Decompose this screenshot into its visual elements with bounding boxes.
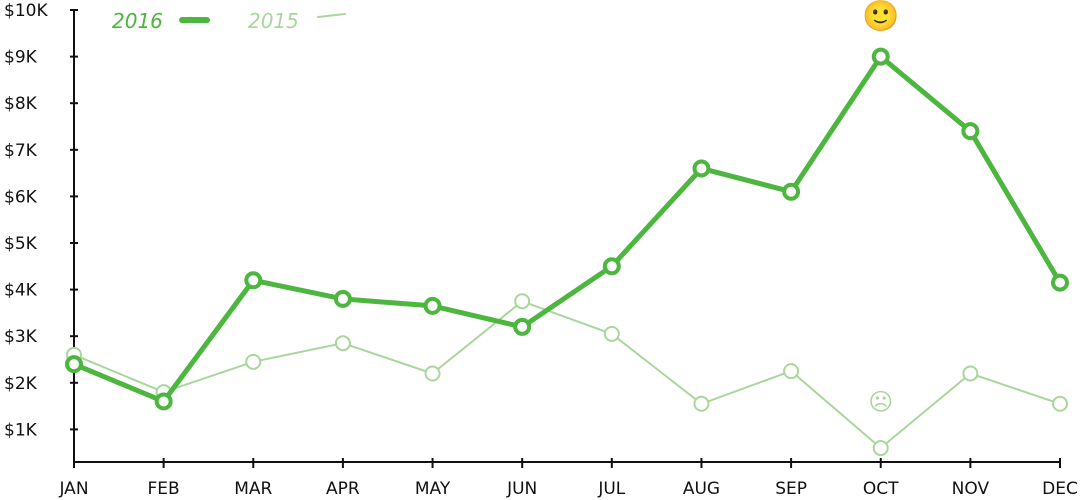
x-tick-label: NOV [952,479,990,499]
y-tick-label: $5K [4,234,38,254]
y-tick-label: $10K [4,1,48,21]
data-point-2015 [334,335,351,352]
data-point-2016 [423,296,442,315]
y-tick-label: $2K [4,374,38,394]
x-tick-label: DEC [1042,479,1078,499]
x-tick-label: FEB [148,479,180,499]
annotations: 🙂☹ [862,0,899,416]
series-2015 [66,293,1068,457]
legend-label-2015: 2015 [248,9,299,33]
y-tick-label: $8K [4,94,38,114]
data-point-2016 [961,122,980,141]
data-point-2015 [1052,395,1068,412]
data-point-2016 [692,159,711,178]
y-tick-label: $1K [4,420,38,440]
x-tick-label: AUG [683,479,720,499]
data-point-2015 [514,293,531,310]
series-layer [65,47,1069,457]
data-point-2016 [513,317,532,336]
data-point-2015 [962,365,979,382]
x-tick-label: APR [326,479,360,499]
happy-face-annotation: 🙂 [862,0,899,34]
y-tick-label: $7K [4,141,38,161]
legend: 2016 2015 [112,9,346,33]
x-tick-label: SEP [775,479,807,499]
x-tick-label: JAN [58,479,88,499]
data-point-2016 [602,257,621,276]
y-tick-label: $6K [4,187,38,207]
data-point-2015 [603,325,620,342]
series-line-2015 [73,300,1061,449]
data-point-2016 [871,47,890,66]
data-point-2015 [424,365,441,382]
x-tick-label: MAY [415,479,451,499]
data-point-2016 [333,289,352,308]
x-tick-label: JUL [597,479,625,499]
data-point-2015 [872,440,889,457]
data-point-2016 [782,182,801,201]
legend-swatch-2015 [317,13,346,18]
series-2016 [65,47,1069,411]
series-line-2016 [71,54,1063,404]
data-point-2015 [783,363,800,380]
x-tick-label: JUN [506,479,537,499]
y-tick-label: $3K [4,327,38,347]
data-point-2015 [245,353,262,370]
data-point-2016 [65,355,83,374]
sad-face-annotation: ☹ [868,388,893,416]
x-tick-label: OCT [863,479,899,499]
data-point-2016 [154,392,173,411]
data-point-2016 [1051,273,1069,292]
axes: $1K $2K $3K $4K $5K $6K $7K $8K $9K $10K JAN FEB MAR… [4,1,1078,499]
y-tick-label: $4K [4,281,38,301]
data-point-2016 [244,271,263,290]
legend-label-2016: 2016 [112,9,163,33]
y-tick-label: $9K [4,48,38,68]
x-tick-label: MAR [234,479,272,499]
data-point-2015 [693,395,710,412]
